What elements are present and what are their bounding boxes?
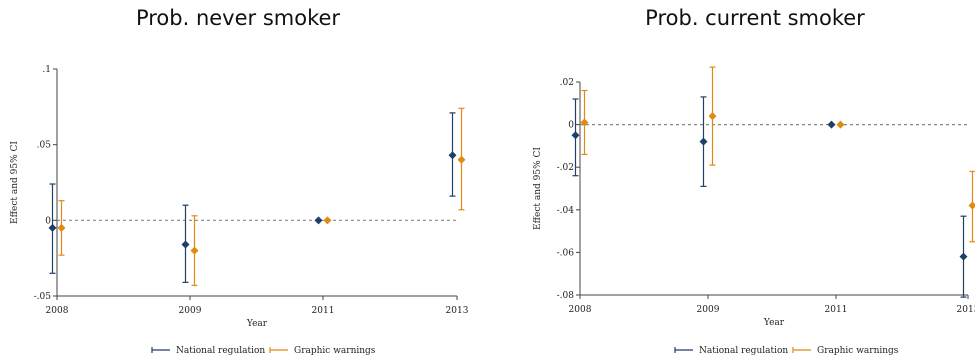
chart2-y-tick-label: -.04 bbox=[557, 206, 575, 216]
chart2-point-marker bbox=[827, 120, 836, 129]
chart1-point-marker bbox=[57, 223, 66, 232]
chart1-x-tick-label: 2008 bbox=[46, 306, 69, 316]
chart1-x-axis-label: Year bbox=[246, 319, 268, 329]
chart2-x-tick-label: 2013 bbox=[957, 305, 975, 315]
chart2-y-tick-label: -.08 bbox=[557, 291, 575, 301]
chart1-x-tick-label: 2013 bbox=[446, 306, 469, 316]
chart1-title: Prob. never smoker bbox=[136, 6, 340, 30]
chart1-legend-label: National regulation bbox=[176, 346, 265, 356]
chart1-y-tick-label: -.05 bbox=[34, 292, 52, 302]
chart2-y-tick-label: -.02 bbox=[557, 163, 574, 173]
chart2-point-marker bbox=[959, 252, 968, 261]
chart2-x-axis-label: Year bbox=[763, 318, 785, 328]
chart2-x-tick-label: 2009 bbox=[697, 305, 720, 315]
chart2-legend-label: Graphic warnings bbox=[817, 346, 899, 356]
chart1-point-marker bbox=[323, 216, 332, 225]
chart2-point-marker bbox=[571, 131, 580, 140]
chart1-y-tick-label: .1 bbox=[42, 65, 51, 75]
chart2-x-tick-label: 2011 bbox=[825, 305, 848, 315]
chart2-y-axis-label: Effect and 95% CI bbox=[533, 147, 543, 230]
chart1-legend-label: Graphic warnings bbox=[294, 346, 376, 356]
chart2-y-tick-label: .02 bbox=[560, 78, 574, 88]
chart1-x-tick-label: 2011 bbox=[312, 306, 335, 316]
chart1-y-tick-label: 0 bbox=[45, 216, 51, 226]
chart2-y-tick-label: 0 bbox=[568, 121, 574, 131]
chart2-point-marker bbox=[708, 112, 717, 121]
chart1-y-axis-label: Effect and 95% CI bbox=[10, 141, 20, 224]
chart2-y-tick-label: -.06 bbox=[557, 248, 575, 258]
chart2-legend-label: National regulation bbox=[699, 346, 788, 356]
chart2-point-marker bbox=[699, 137, 708, 146]
chart2-point-marker bbox=[836, 120, 845, 129]
chart1-point-marker bbox=[457, 155, 466, 164]
chart2-point-marker bbox=[580, 118, 589, 127]
chart1-point-marker bbox=[190, 246, 199, 255]
chart1-point-marker bbox=[181, 240, 190, 249]
chart2-point-marker bbox=[968, 201, 975, 210]
chart2-x-tick-label: 2008 bbox=[569, 305, 592, 315]
chart1-y-tick-label: .05 bbox=[37, 141, 52, 151]
chart1-point-marker bbox=[314, 216, 323, 225]
chart1-x-tick-label: 2009 bbox=[179, 306, 202, 316]
chart2-title: Prob. current smoker bbox=[645, 6, 865, 30]
chart1-point-marker bbox=[48, 223, 57, 232]
chart1-point-marker bbox=[448, 151, 457, 160]
